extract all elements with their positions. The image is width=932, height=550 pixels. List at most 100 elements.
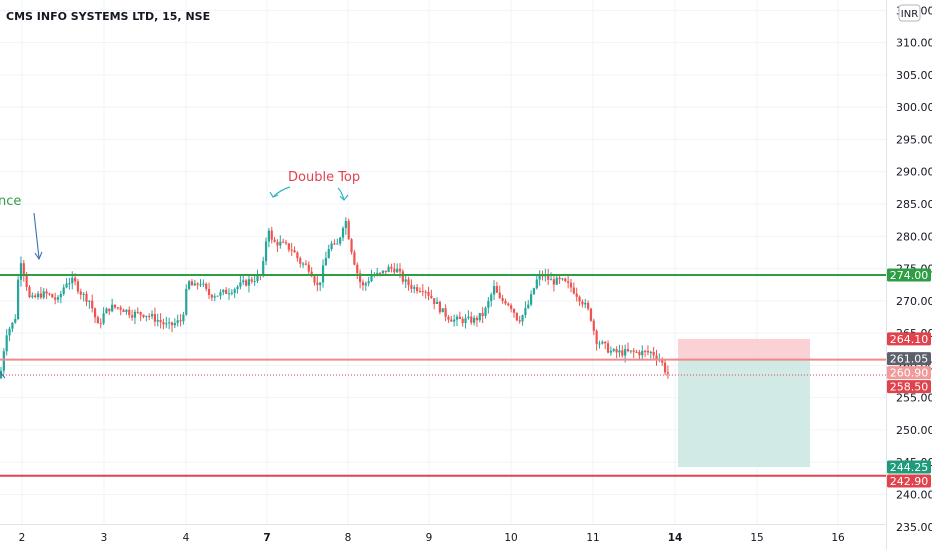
candle-body bbox=[68, 283, 71, 285]
candle-body bbox=[236, 286, 239, 290]
candle-body bbox=[475, 317, 479, 321]
candle-body bbox=[370, 275, 373, 282]
candle-body bbox=[655, 355, 658, 360]
candle-body bbox=[105, 308, 108, 314]
x-tick-label: 11 bbox=[586, 532, 599, 544]
candle-body bbox=[190, 281, 194, 286]
y-tick-label: 310.00 bbox=[896, 37, 932, 50]
candle-body bbox=[324, 258, 327, 266]
horizontal-lines[interactable] bbox=[0, 274, 886, 477]
y-tick-label: 305.00 bbox=[896, 69, 932, 82]
price-tag bbox=[887, 332, 931, 346]
candle-body bbox=[416, 287, 419, 292]
candle-body bbox=[464, 318, 467, 324]
candle-body bbox=[179, 320, 182, 322]
candle-body bbox=[632, 350, 635, 352]
price-tag-label: 261.05 bbox=[890, 353, 929, 366]
candle-body bbox=[396, 268, 399, 273]
candle-body bbox=[233, 289, 236, 293]
resistance-arrowhead-icon bbox=[34, 251, 43, 261]
candle-body bbox=[8, 328, 11, 336]
candle-body bbox=[153, 314, 156, 322]
support-arrow-icon bbox=[0, 371, 6, 379]
candle-body bbox=[111, 304, 114, 312]
candle-body bbox=[535, 279, 538, 289]
candle-body bbox=[635, 351, 638, 353]
annotation-double-top[interactable]: Double Top bbox=[288, 170, 360, 185]
candle-body bbox=[0, 370, 3, 379]
price-tag-label: 258.50 bbox=[890, 381, 929, 394]
double-top-arrow-left-icon bbox=[272, 186, 291, 198]
candle-body bbox=[250, 279, 253, 282]
currency-button[interactable]: INR bbox=[898, 4, 921, 22]
candle-body bbox=[521, 315, 524, 322]
candle-body bbox=[649, 351, 652, 353]
annotation-resistance[interactable]: nce bbox=[0, 194, 21, 209]
candle-body bbox=[558, 277, 561, 280]
candle-body bbox=[350, 239, 353, 253]
candle-body bbox=[170, 322, 174, 326]
candle-body bbox=[433, 298, 436, 304]
candle-body bbox=[418, 291, 422, 293]
candle-body bbox=[133, 311, 137, 318]
candle-body bbox=[384, 270, 387, 273]
candle-body bbox=[524, 308, 527, 316]
candle-body bbox=[5, 335, 8, 352]
candle-body bbox=[641, 350, 644, 356]
candle-body bbox=[361, 282, 365, 286]
candle-body bbox=[119, 307, 122, 310]
candle-body bbox=[498, 292, 501, 299]
chart-annotations[interactable]: Double Top nce bbox=[0, 170, 360, 379]
candle-body bbox=[569, 282, 573, 288]
candle-body bbox=[330, 243, 333, 250]
x-tick-label: 8 bbox=[345, 532, 352, 544]
short-position-box[interactable] bbox=[678, 338, 810, 468]
candle-body bbox=[453, 319, 456, 322]
candle-body bbox=[501, 298, 504, 302]
candle-body bbox=[247, 279, 251, 286]
candle-body bbox=[222, 289, 225, 293]
candle-body bbox=[407, 279, 410, 286]
candle-body bbox=[22, 263, 25, 275]
candle-body bbox=[205, 283, 208, 289]
candle-body bbox=[122, 309, 125, 313]
candle-body bbox=[598, 343, 601, 345]
candle-body bbox=[663, 362, 667, 373]
candle-body bbox=[492, 286, 496, 295]
take-profit-zone[interactable] bbox=[678, 359, 810, 468]
candle-body bbox=[85, 293, 88, 302]
candle-body bbox=[495, 286, 498, 293]
time-axis[interactable]: 2 3 4 7 8 9 10 11 14 15 16 bbox=[0, 524, 886, 550]
candle-body bbox=[270, 230, 273, 240]
candle-body bbox=[74, 277, 77, 282]
candle-body bbox=[470, 316, 473, 323]
candle-body bbox=[304, 263, 308, 265]
candle-body bbox=[515, 312, 518, 321]
candle-body bbox=[54, 297, 57, 300]
double-top-arrow-right-icon bbox=[337, 187, 345, 201]
candle-body bbox=[339, 237, 342, 244]
candle-body bbox=[646, 350, 650, 353]
candle-body bbox=[390, 266, 393, 269]
candle-body bbox=[293, 250, 296, 253]
candle-body bbox=[239, 282, 242, 287]
candle-body bbox=[618, 350, 621, 353]
candle-body bbox=[36, 293, 40, 298]
candle-body bbox=[139, 312, 142, 315]
candlestick-series bbox=[0, 217, 669, 380]
price-tag bbox=[887, 460, 931, 474]
price-tag bbox=[887, 380, 931, 394]
candle-body bbox=[31, 295, 34, 298]
candle-body bbox=[17, 279, 20, 320]
y-tick-label: 270.00 bbox=[896, 295, 932, 308]
price-tag-label: 264.10 bbox=[890, 333, 929, 346]
candle-body bbox=[216, 295, 219, 297]
stop-loss-zone[interactable] bbox=[678, 338, 810, 360]
candle-body bbox=[547, 275, 550, 280]
candle-body bbox=[356, 264, 359, 274]
candle-body bbox=[287, 243, 290, 250]
y-tick-label: 300.00 bbox=[896, 101, 932, 114]
candle-body bbox=[34, 295, 37, 298]
